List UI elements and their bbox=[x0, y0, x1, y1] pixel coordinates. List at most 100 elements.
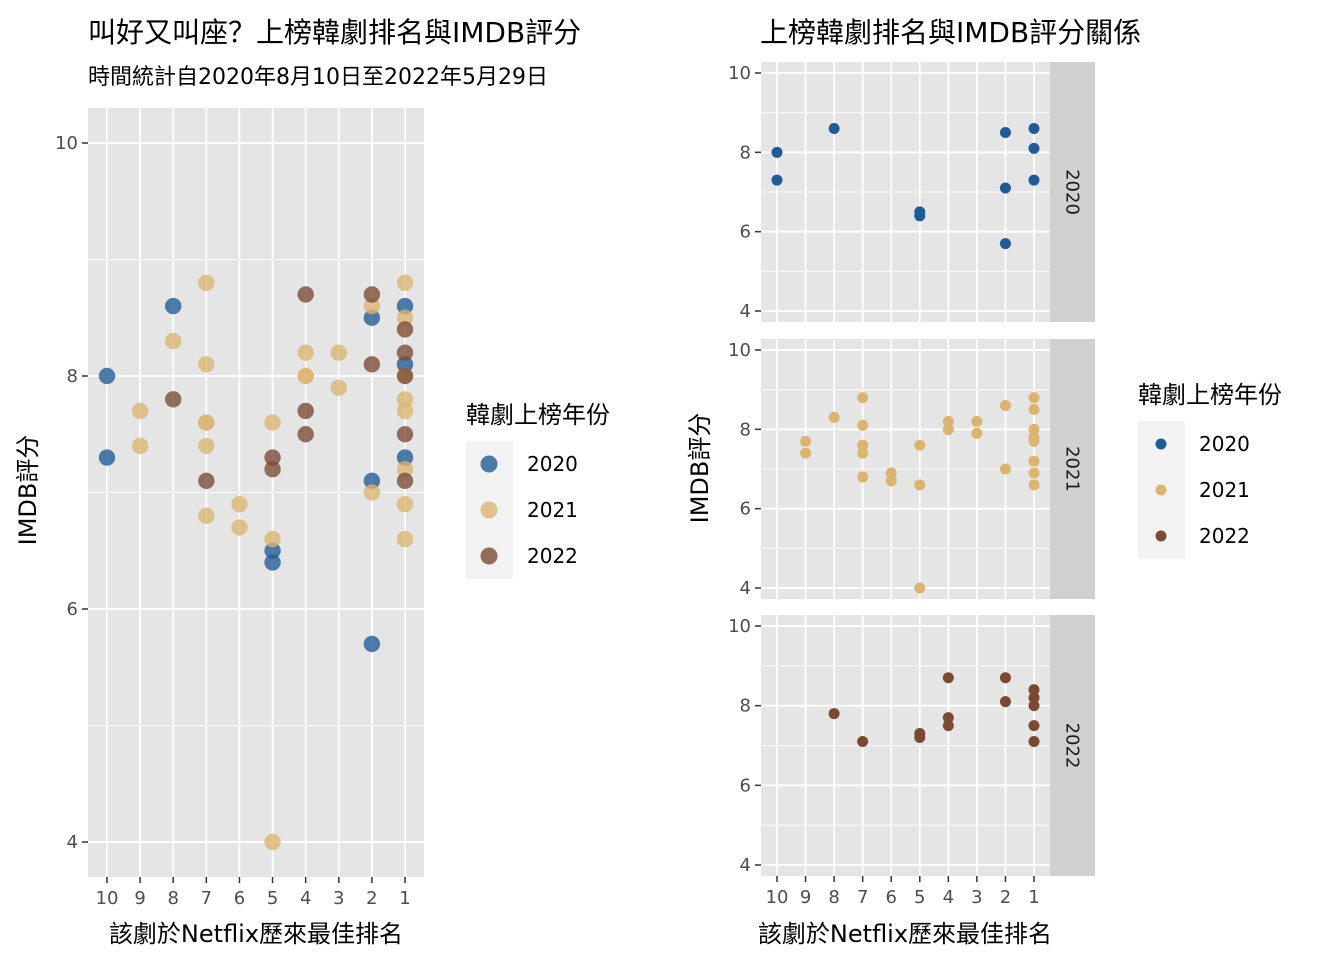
left-point-2021 bbox=[264, 414, 281, 431]
left-point-2021 bbox=[396, 461, 414, 478]
left-point-2020 bbox=[98, 367, 116, 385]
facet-point-2021 bbox=[1028, 392, 1040, 404]
facet-point-2022 bbox=[828, 708, 840, 720]
right-legend-title: 韓劇上榜年份 bbox=[1138, 381, 1282, 409]
facet-2022-x-tick-label: 6 bbox=[885, 887, 896, 908]
facet-point-2021 bbox=[1028, 435, 1040, 447]
right-y-axis-title: IMDB評分 bbox=[686, 413, 714, 524]
left-y-tick-label: 10 bbox=[55, 133, 78, 154]
facet-2021-y-tick-label: 6 bbox=[740, 499, 751, 520]
facet-strip-2021 bbox=[1050, 339, 1095, 599]
left-legend-key-2021 bbox=[480, 501, 498, 519]
facet-point-2021 bbox=[1028, 479, 1040, 491]
left-legend-title: 韓劇上榜年份 bbox=[466, 401, 610, 429]
right-legend-label-2022: 2022 bbox=[1199, 524, 1250, 548]
facet-2022-x-tick-label: 2 bbox=[1000, 887, 1011, 908]
left-point-2021 bbox=[198, 274, 215, 291]
left-point-2020 bbox=[363, 309, 381, 326]
left-point-2021 bbox=[198, 414, 215, 431]
left-point-2021 bbox=[264, 530, 281, 548]
left-point-2020 bbox=[264, 554, 281, 571]
facet-point-2021 bbox=[999, 463, 1011, 475]
left-y-tick-label: 8 bbox=[67, 366, 78, 387]
facet-point-2021 bbox=[914, 439, 926, 451]
left-point-2021 bbox=[396, 309, 414, 326]
facet-point-2022 bbox=[999, 696, 1011, 708]
left-x-tick-label: 9 bbox=[134, 888, 145, 909]
facet-strip-label-2022: 2022 bbox=[1062, 723, 1083, 769]
facet-point-2022 bbox=[857, 736, 869, 748]
facet-point-2022 bbox=[914, 732, 926, 744]
left-point-2022 bbox=[396, 367, 414, 385]
facet-point-2020 bbox=[914, 210, 926, 222]
facet-point-2022 bbox=[942, 720, 954, 732]
left-chart-title: 叫好又叫座？上榜韓劇排名與IMDB評分 bbox=[88, 16, 581, 49]
left-point-2022 bbox=[297, 286, 314, 303]
left-x-axis-title: 該劇於Netflix歷來最佳排名 bbox=[109, 920, 403, 948]
facet-2022-y-tick-label: 6 bbox=[740, 775, 751, 796]
facet-point-2022 bbox=[1028, 720, 1040, 732]
left-point-2022 bbox=[396, 344, 414, 361]
facet-point-2021 bbox=[857, 439, 869, 451]
facet-2022-x-tick-label: 10 bbox=[766, 887, 789, 908]
facet-point-2021 bbox=[971, 427, 983, 439]
facet-2020-y-tick-label: 10 bbox=[728, 63, 751, 84]
left-point-2021 bbox=[363, 297, 381, 315]
left-point-2022 bbox=[363, 286, 381, 303]
facet-point-2021 bbox=[857, 392, 869, 404]
facet-strip-label-2021: 2021 bbox=[1062, 446, 1083, 492]
left-point-2021 bbox=[231, 519, 248, 536]
right-x-axis-title: 該劇於Netflix歷來最佳排名 bbox=[758, 920, 1052, 948]
facet-point-2021 bbox=[885, 475, 897, 487]
facet-point-2021 bbox=[971, 415, 983, 427]
facet-point-2021 bbox=[1028, 404, 1040, 415]
facet-point-2020 bbox=[828, 123, 840, 135]
left-point-2020 bbox=[264, 542, 281, 559]
left-legend-label-2022: 2022 bbox=[527, 544, 578, 568]
facet-point-2021 bbox=[1028, 423, 1040, 435]
facet-2021-y-tick-label: 10 bbox=[728, 340, 751, 361]
left-legend-label-2021: 2021 bbox=[527, 498, 578, 522]
left-point-2021 bbox=[165, 332, 182, 350]
left-point-2020 bbox=[98, 449, 116, 466]
left-point-2021 bbox=[396, 391, 414, 408]
facet-point-2022 bbox=[1028, 736, 1040, 748]
facet-point-2020 bbox=[771, 174, 783, 186]
left-point-2020 bbox=[396, 356, 414, 373]
left-point-2021 bbox=[396, 530, 414, 548]
facet-2022-x-tick-label: 5 bbox=[914, 887, 925, 908]
facet-2022-x-tick-label: 3 bbox=[971, 887, 982, 908]
right-legend-label-2020: 2020 bbox=[1199, 432, 1250, 456]
left-legend-label-2020: 2020 bbox=[527, 452, 578, 476]
left-point-2020 bbox=[363, 635, 381, 653]
facet-point-2021 bbox=[942, 423, 954, 435]
left-legend-key-2022 bbox=[480, 547, 498, 565]
left-point-2020 bbox=[396, 449, 414, 466]
facet-2022-x-tick-label: 7 bbox=[857, 887, 868, 908]
left-x-tick-label: 10 bbox=[96, 888, 119, 909]
left-y-tick-label: 6 bbox=[67, 599, 78, 620]
facet-2022-x-tick-label: 4 bbox=[943, 887, 954, 908]
facet-point-2021 bbox=[914, 582, 926, 594]
left-x-tick-label: 5 bbox=[267, 888, 278, 909]
right-legend-label-2021: 2021 bbox=[1199, 478, 1250, 502]
left-point-2022 bbox=[297, 426, 314, 443]
facet-point-2021 bbox=[828, 411, 840, 423]
left-point-2022 bbox=[264, 449, 281, 466]
facet-2021-y-tick-label: 4 bbox=[740, 578, 751, 599]
left-point-2021 bbox=[330, 379, 347, 396]
facet-2022-y-tick-label: 10 bbox=[728, 616, 751, 637]
facet-point-2020 bbox=[999, 238, 1011, 250]
left-point-2021 bbox=[396, 402, 414, 420]
facet-point-2020 bbox=[999, 182, 1011, 194]
left-legend-key-2020 bbox=[480, 455, 498, 473]
left-point-2021 bbox=[264, 833, 281, 851]
left-x-tick-label: 3 bbox=[333, 888, 344, 909]
facet-point-2020 bbox=[1028, 142, 1040, 154]
left-point-2022 bbox=[396, 321, 414, 338]
left-point-2022 bbox=[264, 461, 281, 478]
left-point-2022 bbox=[165, 391, 182, 408]
facet-point-2021 bbox=[1028, 455, 1040, 467]
left-point-2021 bbox=[297, 367, 314, 385]
